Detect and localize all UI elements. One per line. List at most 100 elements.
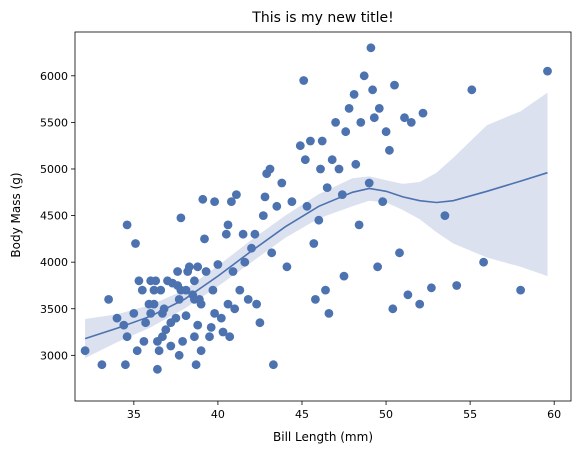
scatter-point <box>131 239 140 248</box>
x-tick-label: 60 <box>547 408 561 421</box>
scatter-point <box>299 76 309 85</box>
scatter-point <box>349 90 359 99</box>
scatter-point <box>282 262 292 272</box>
scatter-point <box>112 313 122 323</box>
scatter-point <box>240 257 250 267</box>
confidence-band <box>85 92 548 359</box>
scatter-point <box>339 271 349 281</box>
scatter-point <box>206 323 216 332</box>
x-tick-label: 45 <box>295 408 309 421</box>
scatter-point <box>223 299 233 309</box>
scatter-point <box>334 164 344 174</box>
axes-frame <box>74 31 572 402</box>
scatter-point <box>149 299 159 309</box>
y-tick-label: 4500 <box>40 210 68 223</box>
scatter-point <box>322 183 332 193</box>
scatter-point <box>201 267 211 276</box>
scatter-point <box>230 304 240 314</box>
scatter-point <box>344 104 354 113</box>
scatter-point <box>223 220 233 230</box>
scatter-point <box>225 332 235 342</box>
scatter-point <box>324 309 334 318</box>
scatter-point <box>129 309 139 318</box>
scatter-points-layer <box>80 43 552 374</box>
scatter-point <box>210 309 220 318</box>
scatter-point <box>149 285 159 295</box>
scatter-point <box>440 211 450 221</box>
scatter-point <box>208 285 218 295</box>
scatter-point <box>388 304 398 314</box>
scatter-point <box>314 215 324 225</box>
scatter-point <box>134 276 144 286</box>
scatter-point <box>260 192 270 202</box>
scatter-point <box>205 332 214 342</box>
scatter-point <box>196 299 206 309</box>
scatter-point <box>174 350 184 360</box>
scatter-point <box>151 276 161 286</box>
scatter-point <box>321 285 330 295</box>
scatter-point <box>406 118 416 127</box>
y-tick-label: 3500 <box>40 303 68 316</box>
scatter-point <box>190 332 199 342</box>
scatter-point <box>311 295 320 304</box>
y-axis-ticks: 3000 3500 4000 4500 5000 5500 6000 <box>40 70 75 362</box>
scatter-point <box>252 299 261 309</box>
scatter-point <box>306 136 315 146</box>
scatter-point <box>235 285 245 295</box>
scatter-point <box>317 136 327 146</box>
scatter-point <box>309 239 319 248</box>
scatter-point <box>193 320 203 330</box>
scatter-point <box>247 243 256 253</box>
scatter-point <box>174 295 184 304</box>
scatter-point <box>378 197 388 207</box>
scatter-point <box>232 190 241 200</box>
scatter-point <box>400 113 409 123</box>
scatter-point <box>122 332 132 342</box>
scatter-point <box>146 309 156 318</box>
scatter-point <box>427 283 436 293</box>
scatter-point <box>181 285 191 295</box>
scatter-point <box>80 346 90 356</box>
scatter-point <box>132 346 142 356</box>
scatter-point <box>543 66 552 76</box>
scatter-point <box>267 248 277 258</box>
scatter-point <box>198 194 208 204</box>
scatter-point <box>368 85 377 95</box>
scatter-point <box>193 262 203 272</box>
scatter-point <box>381 127 391 137</box>
scatter-point <box>300 155 310 165</box>
scatter-point <box>277 178 287 188</box>
scatter-point <box>119 320 129 330</box>
scatter-point <box>354 220 364 230</box>
y-tick-label: 4000 <box>40 256 68 269</box>
scatter-point <box>121 360 130 370</box>
scatter-point <box>166 341 176 351</box>
y-tick-label: 3000 <box>40 349 68 362</box>
scatter-point <box>258 211 268 221</box>
plot-area <box>80 43 552 374</box>
x-axis-label: Bill Length (mm) <box>273 430 373 444</box>
scatter-point <box>395 248 404 258</box>
scatter-point <box>158 332 167 342</box>
x-axis-ticks: 35 40 45 50 55 60 <box>127 401 561 421</box>
scatter-point <box>228 267 238 276</box>
scatter-point <box>176 213 186 223</box>
scatter-point <box>385 145 394 155</box>
scatter-point <box>210 197 220 207</box>
scatter-point <box>159 304 169 314</box>
scatter-point <box>255 318 265 328</box>
scatter-point <box>139 337 149 346</box>
scatter-point <box>479 257 488 267</box>
scatter-point <box>190 276 199 286</box>
chart-title: This is my new title! <box>251 10 393 26</box>
scatter-point <box>178 337 188 346</box>
x-tick-label: 55 <box>463 408 477 421</box>
scatter-point <box>327 155 337 165</box>
scatter-point <box>366 43 376 53</box>
x-tick-label: 40 <box>211 408 225 421</box>
scatter-point <box>161 325 171 335</box>
scatter-point <box>390 80 399 90</box>
scatter-point <box>374 104 384 113</box>
scatter-point <box>141 318 151 328</box>
